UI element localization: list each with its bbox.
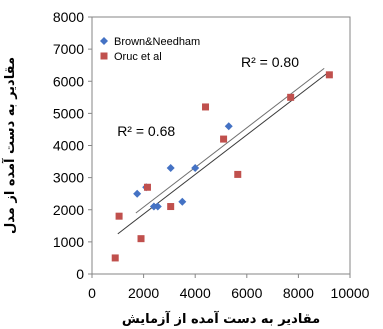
r-squared-label: R² = 0.68 (117, 123, 175, 139)
series-marks (111, 68, 333, 262)
x-tick-label: 2000 (128, 285, 159, 301)
data-point-oruc-et-al (143, 183, 151, 191)
data-point-oruc-et-al (220, 135, 228, 143)
x-axis-title: مقادیر به دست آمده از آزمایش (122, 310, 320, 327)
y-tick-label: 5000 (53, 105, 84, 121)
y-axis-title: مقادیر به دست آمده از مدل (1, 57, 18, 234)
legend-entry: Brown&Needham (114, 36, 200, 48)
x-tick-label: 4000 (180, 285, 211, 301)
trendline-brown-needham (135, 68, 325, 214)
y-tick-label: 8000 (53, 9, 84, 25)
y-tick-label: 1000 (53, 234, 84, 250)
data-point-brown-needham (153, 202, 162, 211)
data-point-oruc-et-al (137, 235, 145, 243)
data-point-brown-needham (224, 122, 233, 131)
data-point-oruc-et-al (287, 93, 295, 101)
data-point-brown-needham (166, 163, 175, 172)
data-point-oruc-et-al (167, 203, 175, 211)
y-tick-label: 7000 (53, 41, 84, 57)
r-squared-label: R² = 0.80 (241, 54, 299, 70)
legend-marker (100, 52, 108, 60)
data-point-oruc-et-al (325, 71, 333, 79)
data-point-oruc-et-al (115, 212, 123, 220)
data-point-oruc-et-al (202, 103, 210, 111)
data-point-oruc-et-al (111, 254, 119, 262)
x-tick-label: 8000 (283, 285, 314, 301)
legend-marker (100, 37, 108, 45)
data-point-brown-needham (178, 197, 187, 206)
legend-entry: Oruc et al (114, 51, 162, 63)
y-tick-label: 3000 (53, 170, 84, 186)
y-tick-label: 2000 (53, 202, 84, 218)
y-tick-label: 6000 (53, 73, 84, 89)
plot-border (91, 16, 351, 275)
x-tick-label: 6000 (231, 285, 262, 301)
axes: 0 1000 2000 3000 4000 5000 6000 7000 8000 0 2000 40… (1, 9, 370, 327)
annotations: R² = 0.80 R² = 0.68 (117, 54, 299, 139)
plot-area (91, 16, 351, 275)
x-tick-label: 10000 (331, 285, 370, 301)
y-tick-label: 4000 (53, 138, 84, 154)
x-tick-label: 0 (88, 285, 96, 301)
data-point-oruc-et-al (234, 170, 242, 178)
legend: Brown&Needham Oruc et al (100, 36, 200, 63)
y-tick-label: 0 (76, 266, 84, 282)
data-point-brown-needham (191, 163, 200, 172)
data-point-brown-needham (133, 189, 142, 198)
